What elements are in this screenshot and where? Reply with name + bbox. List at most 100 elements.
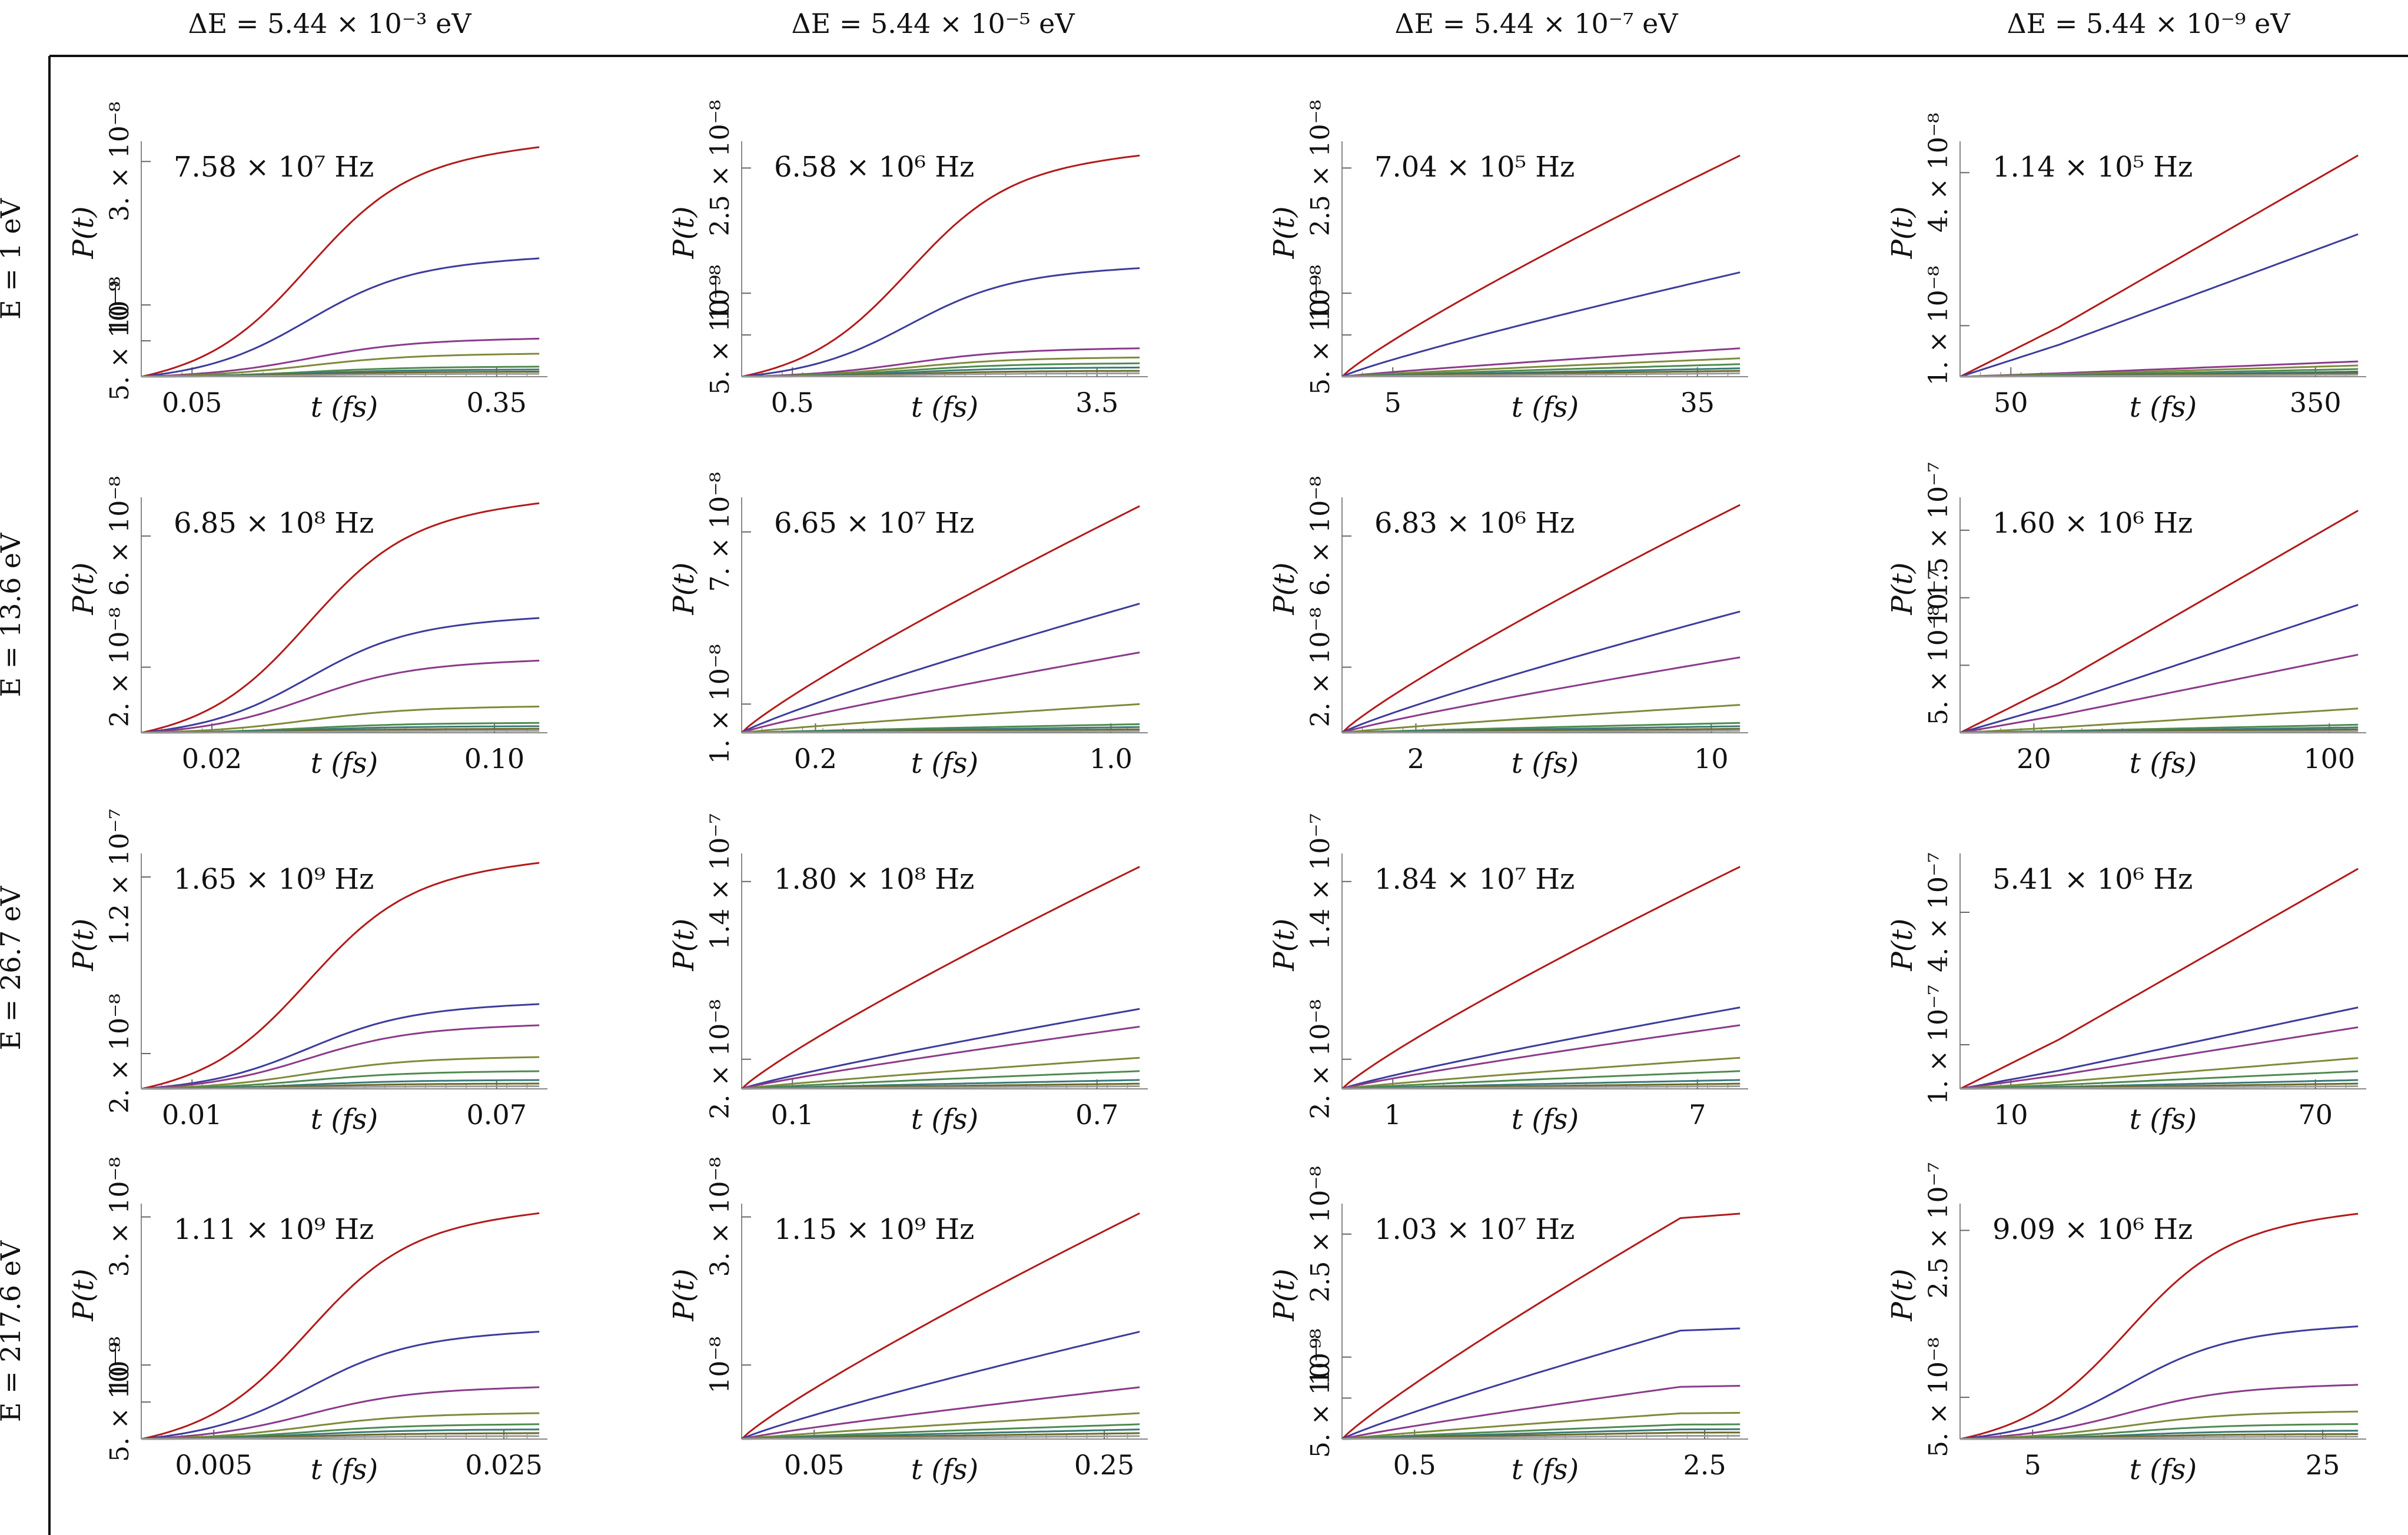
- panel-r3-c3: 1 7 2. × 10⁻⁸ 1.4 × 10⁻⁷ t (fs) P(t) 1.84 × 10…: [1268, 813, 1748, 1136]
- y-tick-label: 10⁻⁸: [705, 265, 735, 322]
- row-header-4: E = 217.6 eV: [0, 1240, 26, 1422]
- frequency-annotation: 6.85 × 10⁸ Hz: [174, 507, 374, 540]
- series-line-4: [1959, 1410, 2359, 1440]
- frequency-annotation: 7.04 × 10⁵ Hz: [1374, 151, 1575, 184]
- y-axis-label: P(t): [667, 1268, 700, 1321]
- series-line-1: [141, 862, 540, 1090]
- series-line-1: [740, 866, 1140, 1090]
- x-tick-label: 100: [2303, 743, 2355, 775]
- series-line-1: [1959, 868, 2359, 1090]
- column-header-1: ΔE = 5.44 × 10⁻³ eV: [188, 8, 471, 39]
- panels: 0.05 0.355. × 10⁻⁹10⁻⁸3. × 10⁻⁸t (fs)P(t)…: [67, 100, 2366, 1486]
- y-tick-label: 1. × 10⁻⁸: [1924, 265, 1954, 386]
- y-tick-label: 10⁻⁸: [705, 1337, 735, 1394]
- series-line-1: [141, 502, 540, 734]
- x-tick-label: 0.07: [467, 1099, 527, 1131]
- y-tick-label: 5. × 10⁻⁸: [1924, 605, 1954, 725]
- y-tick-label: 3. × 10⁻⁸: [105, 1157, 135, 1277]
- x-axis-label: t (fs): [911, 391, 978, 424]
- frequency-annotation: 6.65 × 10⁷ Hz: [774, 507, 974, 540]
- series-line-3: [741, 1025, 1140, 1090]
- y-tick-label: 5. × 10⁻⁸: [1924, 1337, 1954, 1457]
- series-line-8: [1959, 1085, 2359, 1090]
- panel-r2-c1: 0.02 0.10 2. × 10⁻⁸ 6. × 10⁻⁸ t (fs) P(t) 6.85…: [67, 476, 547, 780]
- x-tick-label: 1.0: [1090, 743, 1132, 775]
- y-tick-label: 7. × 10⁻⁸: [705, 472, 735, 592]
- series-line-2: [141, 257, 540, 378]
- row-headers: E = 1 eV E = 13.6 eV E = 26.7 eV E = 217…: [0, 198, 26, 1422]
- series-line-8: [1341, 1085, 1741, 1090]
- y-tick-label: 5. × 10⁻⁹: [105, 281, 135, 401]
- frequency-annotation: 9.09 × 10⁶ Hz: [1992, 1213, 2193, 1246]
- series-line-2: [141, 1331, 540, 1440]
- series-line-8: [141, 1085, 540, 1090]
- y-tick-label: 10⁻⁸: [1306, 1328, 1336, 1386]
- x-axis-label: t (fs): [2130, 747, 2197, 780]
- y-axis-label: P(t): [667, 562, 700, 615]
- series-line-2: [1959, 233, 2359, 378]
- x-axis-label: t (fs): [311, 1103, 378, 1136]
- y-tick-label: 2. × 10⁻⁸: [105, 994, 135, 1114]
- series-line-5: [1341, 1070, 1741, 1090]
- x-tick-label: 0.01: [162, 1099, 222, 1131]
- series-line-2: [1341, 610, 1741, 734]
- series-line-3: [1959, 653, 2359, 734]
- panel-r1-c2: 0.5 3.5 5. × 10⁻⁹10⁻⁸ 2.5 × 10⁻⁸ t (fs) P(t) 6…: [667, 100, 1148, 424]
- panel-r1-c3: 5 35 5. × 10⁻⁹10⁻⁸ 2.5 × 10⁻⁸ t (fs) P(t) 7.04…: [1268, 100, 1748, 424]
- series-line-8: [1341, 730, 1741, 734]
- y-tick-label: 1.4 × 10⁻⁷: [705, 813, 735, 950]
- x-axis-label: t (fs): [1512, 391, 1579, 424]
- y-tick-label: 2. × 10⁻⁸: [1306, 607, 1336, 727]
- x-axis-label: t (fs): [1512, 747, 1579, 780]
- series-line-2: [141, 1003, 540, 1090]
- x-tick-label: 0.7: [1075, 1099, 1118, 1131]
- column-header-4: ΔE = 5.44 × 10⁻⁹ eV: [2007, 8, 2290, 39]
- x-tick-label: 0.025: [465, 1449, 543, 1481]
- series-line-4: [1959, 1057, 2359, 1090]
- y-tick-label: 4. × 10⁻⁷: [1924, 852, 1954, 972]
- y-axis-label: P(t): [1268, 562, 1301, 615]
- series-line-3: [1341, 347, 1741, 378]
- series-line-5: [1341, 1423, 1741, 1440]
- x-tick-label: 70: [2298, 1099, 2333, 1131]
- series-line-8: [1341, 372, 1741, 378]
- y-axis-label: P(t): [667, 206, 700, 259]
- series-line-4: [141, 705, 540, 734]
- y-tick-label: 10⁻⁸: [105, 1337, 135, 1394]
- y-tick-label: 2. × 10⁻⁸: [105, 607, 135, 727]
- y-tick-label: 5. × 10⁻⁹: [1306, 275, 1336, 395]
- x-tick-label: 0.5: [1393, 1449, 1436, 1481]
- x-tick-label: 0.25: [1074, 1449, 1134, 1481]
- series-line-1: [1341, 866, 1741, 1090]
- y-tick-label: 10⁻⁸: [1306, 265, 1336, 322]
- series-line-3: [1341, 1024, 1741, 1090]
- x-tick-label: 350: [2290, 387, 2341, 418]
- series-line-1: [740, 1212, 1140, 1440]
- panel-r4-c1: 0.005 0.025 5. × 10⁻⁹10⁻⁸ 3. × 10⁻⁸ t (fs) P(…: [67, 1157, 547, 1486]
- column-header-2: ΔE = 5.44 × 10⁻⁵ eV: [791, 8, 1075, 39]
- frequency-annotation: 5.41 × 10⁶ Hz: [1992, 863, 2193, 896]
- y-tick-label: 3. × 10⁻⁸: [105, 102, 135, 222]
- x-tick-label: 35: [1680, 387, 1715, 418]
- x-axis-label: t (fs): [2130, 1103, 2197, 1136]
- frequency-annotation: 7.58 × 10⁷ Hz: [174, 151, 374, 184]
- series-line-4: [141, 1056, 540, 1090]
- series-line-3: [141, 1024, 540, 1090]
- y-tick-label: 3. × 10⁻⁸: [705, 1157, 735, 1277]
- y-tick-label: 1.5 × 10⁻⁷: [1924, 462, 1954, 599]
- row-header-1: E = 1 eV: [0, 198, 26, 319]
- series-line-1: [141, 1212, 540, 1440]
- frequency-annotation: 1.03 × 10⁷ Hz: [1374, 1213, 1575, 1246]
- panel-r3-c1: 0.01 0.07 2. × 10⁻⁸ 1.2 × 10⁻⁷ t (fs) P(t) 1.6…: [67, 809, 547, 1136]
- series-line-8: [742, 372, 1140, 378]
- y-axis-label: P(t): [667, 918, 700, 971]
- series-line-4: [141, 353, 540, 378]
- x-axis-label: t (fs): [2130, 391, 2197, 424]
- x-tick-label: 0.05: [162, 387, 222, 418]
- y-tick-label: 2. × 10⁻⁸: [1306, 999, 1336, 1119]
- x-axis-label: t (fs): [911, 1453, 978, 1486]
- y-tick-label: 1.2 × 10⁻⁷: [105, 809, 135, 945]
- panel-r4-c3: 0.5 2.5 5. × 10⁻⁹10⁻⁸ 2.5 × 10⁻⁸ t (fs) P(t) 1…: [1268, 1166, 1748, 1486]
- y-tick-label: 6. × 10⁻⁸: [105, 476, 135, 596]
